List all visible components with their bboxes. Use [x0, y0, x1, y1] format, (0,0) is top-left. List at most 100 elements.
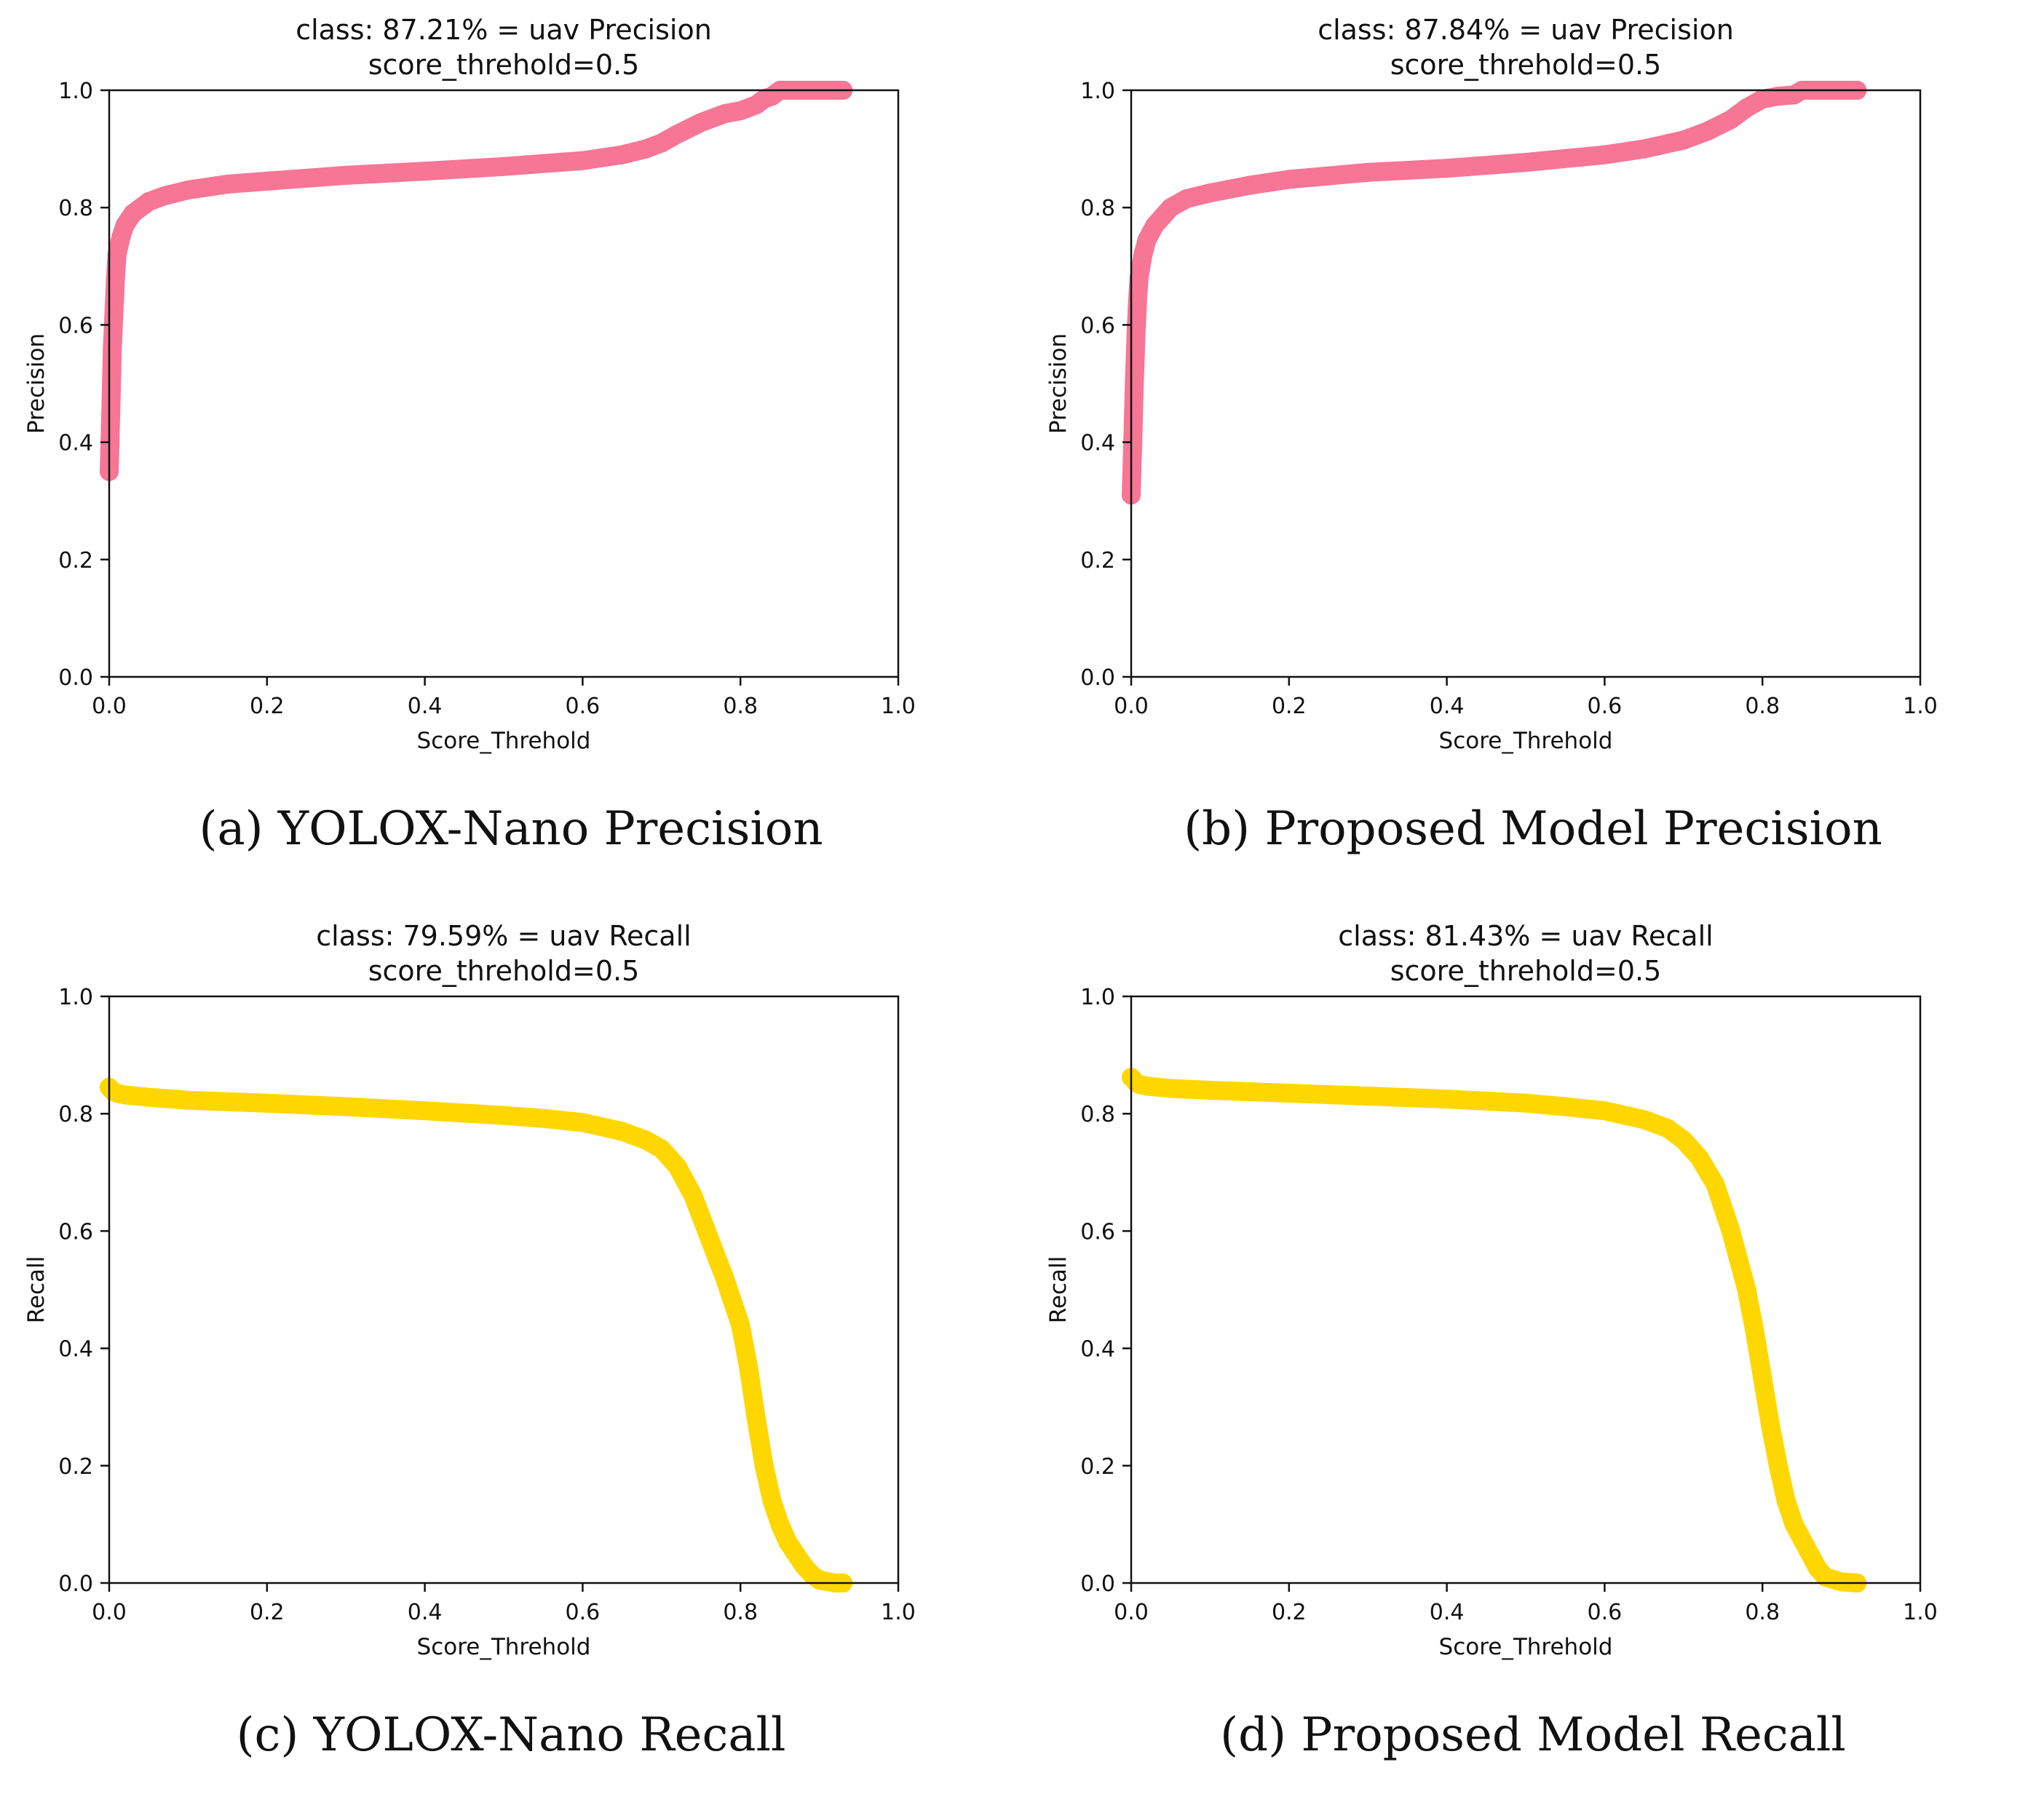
figure-caption: (c) YOLOX-Nano Recall	[236, 1708, 786, 1762]
data-series	[100, 81, 853, 481]
data-point	[1634, 139, 1654, 159]
y-axis-label: Precision	[23, 333, 49, 434]
chart-subtitle: score_threhold=0.5	[368, 49, 640, 81]
x-tick-label: 0.6	[1588, 694, 1623, 719]
data-point	[1721, 1221, 1740, 1241]
data-point	[494, 1106, 513, 1125]
data-point	[731, 101, 750, 121]
y-tick-label: 0.6	[1080, 1219, 1115, 1245]
data-point	[1768, 1456, 1788, 1475]
x-tick-label: 0.4	[1430, 1600, 1465, 1625]
data-point	[1133, 245, 1153, 264]
data-series	[100, 1077, 853, 1592]
data-point	[778, 1532, 798, 1552]
data-point	[651, 133, 671, 153]
data-point	[715, 104, 734, 124]
chart-subtitle: score_threhold=0.5	[1390, 49, 1662, 81]
y-tick-label: 0.0	[1080, 665, 1115, 691]
data-point	[534, 1108, 553, 1128]
data-point	[1737, 1280, 1756, 1299]
y-tick-label: 0.4	[58, 1337, 93, 1362]
data-point	[1745, 1321, 1764, 1341]
y-tick-label: 1.0	[58, 985, 93, 1010]
series-line	[1122, 81, 1867, 505]
data-point	[746, 1409, 766, 1429]
data-point	[218, 174, 237, 194]
chart-subtitle: score_threhold=0.5	[1390, 955, 1662, 987]
data-point	[1516, 1093, 1535, 1113]
series-line	[100, 1077, 853, 1592]
figure-caption: (b) Proposed Model Precision	[1184, 802, 1882, 856]
data-point	[1815, 1567, 1835, 1587]
y-tick-label: 0.4	[1080, 1337, 1115, 1362]
y-tick-label: 0.6	[58, 1219, 93, 1245]
data-point	[257, 171, 277, 191]
data-point	[1831, 1572, 1851, 1592]
y-tick-label: 0.2	[58, 548, 93, 574]
data-point	[336, 1097, 356, 1116]
data-point	[415, 162, 435, 181]
data-point	[1729, 1250, 1748, 1270]
data-point	[1658, 1119, 1678, 1138]
chart-svg: class: 87.84% = uav Precisionscore_threh…	[1045, 14, 1938, 754]
y-tick-label: 0.8	[1080, 1102, 1115, 1127]
data-point	[1137, 230, 1157, 250]
data-point	[699, 1227, 718, 1247]
data-point	[101, 403, 121, 423]
y-tick-label: 1.0	[1080, 79, 1115, 104]
data-point	[612, 145, 632, 164]
data-point	[494, 156, 513, 176]
y-tick-label: 0.8	[1080, 196, 1115, 221]
data-point	[1800, 1544, 1820, 1563]
data-point	[1556, 1097, 1575, 1116]
y-tick-label: 0.6	[58, 313, 93, 338]
y-tick-label: 0.2	[1080, 548, 1115, 574]
chart-title: class: 79.59% = uav Recall	[316, 920, 691, 952]
data-point	[715, 1268, 734, 1288]
x-axis-label: Score_Threhold	[417, 728, 591, 754]
x-tick-label: 0.4	[408, 1600, 443, 1625]
data-point	[573, 151, 593, 170]
y-tick-label: 0.2	[1080, 1454, 1115, 1480]
data-point	[154, 186, 174, 206]
chart-title: class: 87.84% = uav Precision	[1318, 14, 1734, 46]
x-tick-label: 0.4	[1430, 694, 1465, 719]
y-axis-label: Recall	[1045, 1256, 1071, 1324]
x-tick-label: 0.2	[1272, 694, 1307, 719]
y-tick-label: 0.4	[58, 431, 93, 456]
data-point	[1516, 153, 1535, 172]
data-point	[573, 1113, 593, 1132]
data-point	[1137, 1076, 1157, 1096]
data-point	[754, 1456, 774, 1475]
y-axis-label: Recall	[23, 1256, 49, 1324]
data-point	[115, 1085, 135, 1105]
data-point	[336, 165, 356, 185]
data-point	[1279, 1083, 1299, 1103]
data-point	[104, 304, 124, 323]
chart-svg: class: 79.59% = uav Recallscore_threhold…	[23, 920, 916, 1660]
data-point	[612, 1122, 632, 1141]
data-point	[1595, 145, 1615, 164]
recall-chart-yolox-nano: class: 79.59% = uav Recall score_threhold…	[0, 906, 1022, 1812]
data-point	[1128, 292, 1147, 312]
y-tick-label: 1.0	[1080, 985, 1115, 1010]
figure-caption: (a) YOLOX-Nano Precision	[199, 802, 823, 856]
data-point	[178, 1090, 198, 1110]
data-point	[139, 192, 159, 212]
data-point	[257, 1093, 277, 1113]
data-point	[1698, 122, 1717, 141]
x-tick-label: 0.0	[92, 694, 127, 719]
data-point	[1753, 1368, 1772, 1387]
x-tick-label: 0.8	[723, 694, 758, 719]
x-axis-label: Score_Threhold	[1439, 728, 1613, 754]
data-point	[692, 113, 710, 132]
data-point	[1125, 374, 1144, 393]
x-tick-label: 0.0	[92, 1600, 127, 1625]
y-tick-label: 0.0	[1080, 1571, 1115, 1597]
data-point	[1161, 1079, 1181, 1098]
data-point	[1673, 1130, 1693, 1150]
x-tick-label: 0.2	[1272, 1600, 1307, 1625]
x-tick-label: 1.0	[881, 1600, 916, 1625]
data-point	[1690, 1148, 1709, 1167]
x-tick-label: 1.0	[881, 694, 916, 719]
